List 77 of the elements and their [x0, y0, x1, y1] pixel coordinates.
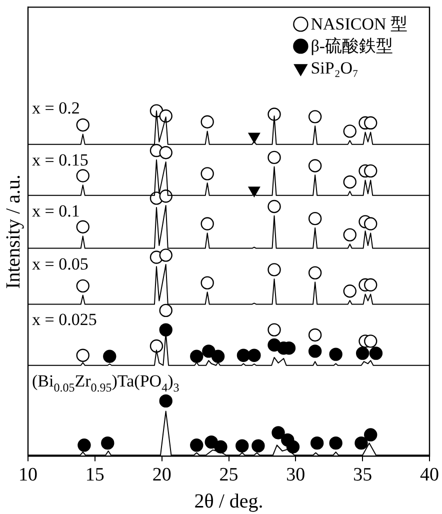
x-tick-label: 25	[219, 464, 238, 486]
point	[308, 159, 322, 172]
point	[343, 124, 356, 138]
annotation: x = 0.05	[32, 254, 88, 274]
point	[252, 439, 265, 452]
point	[364, 164, 378, 178]
point	[190, 438, 204, 452]
point	[268, 263, 281, 276]
point	[78, 438, 91, 452]
annotation: x = 0.1	[32, 201, 80, 220]
point	[236, 348, 250, 362]
point	[76, 348, 90, 362]
point	[356, 346, 370, 360]
x-tick-label: 15	[85, 464, 104, 486]
point	[308, 266, 322, 280]
point	[343, 175, 356, 189]
legend-label: SiP₂O₇	[310, 58, 359, 78]
point	[329, 436, 342, 450]
point	[364, 428, 378, 442]
point	[364, 334, 378, 348]
annotation: x = 0.025	[32, 310, 97, 330]
point	[159, 109, 172, 123]
x-tick-label: 30	[286, 464, 306, 486]
point	[286, 440, 300, 454]
x-tick-label: 35	[353, 464, 372, 486]
y-axis-title: Intensity / a.u.	[2, 174, 24, 289]
legend-label: NASICON 型	[310, 14, 408, 34]
point	[248, 348, 261, 362]
point	[190, 350, 204, 363]
point	[364, 116, 378, 130]
point	[200, 276, 214, 290]
point	[343, 228, 356, 242]
point	[159, 190, 172, 203]
point	[211, 350, 225, 363]
point	[248, 132, 260, 143]
point	[343, 284, 356, 298]
point	[268, 150, 281, 164]
x-tick-label: 10	[18, 464, 38, 486]
point	[248, 186, 260, 197]
x-axis-title: 2θ / deg.	[194, 490, 264, 512]
point	[101, 436, 114, 450]
point	[369, 346, 383, 360]
point	[310, 436, 324, 450]
point	[272, 426, 285, 440]
x-tick-label: 20	[152, 464, 172, 486]
point	[364, 278, 378, 292]
point	[308, 344, 322, 358]
point	[159, 248, 172, 262]
point	[103, 350, 116, 363]
point	[236, 439, 249, 452]
point	[200, 115, 214, 128]
point	[354, 436, 368, 450]
point	[159, 394, 172, 408]
point	[76, 118, 90, 132]
point	[159, 304, 172, 318]
x-tick-label: 40	[420, 464, 439, 486]
point	[268, 323, 281, 336]
point	[214, 440, 228, 454]
point	[159, 146, 172, 160]
point	[308, 110, 322, 124]
annotation: x = 0.15	[32, 150, 88, 170]
point	[308, 328, 322, 342]
point	[76, 279, 90, 293]
annotation: x = 0.2	[32, 98, 80, 118]
point	[200, 167, 214, 180]
point	[308, 212, 322, 226]
legend-label: β-硫酸鉄型	[310, 36, 393, 56]
point	[364, 217, 378, 230]
point	[159, 323, 172, 336]
point	[202, 344, 216, 358]
point	[200, 217, 214, 230]
point	[76, 220, 90, 234]
point	[268, 200, 281, 214]
point	[268, 108, 281, 121]
point	[329, 348, 342, 361]
point	[150, 339, 164, 353]
point	[76, 169, 90, 182]
